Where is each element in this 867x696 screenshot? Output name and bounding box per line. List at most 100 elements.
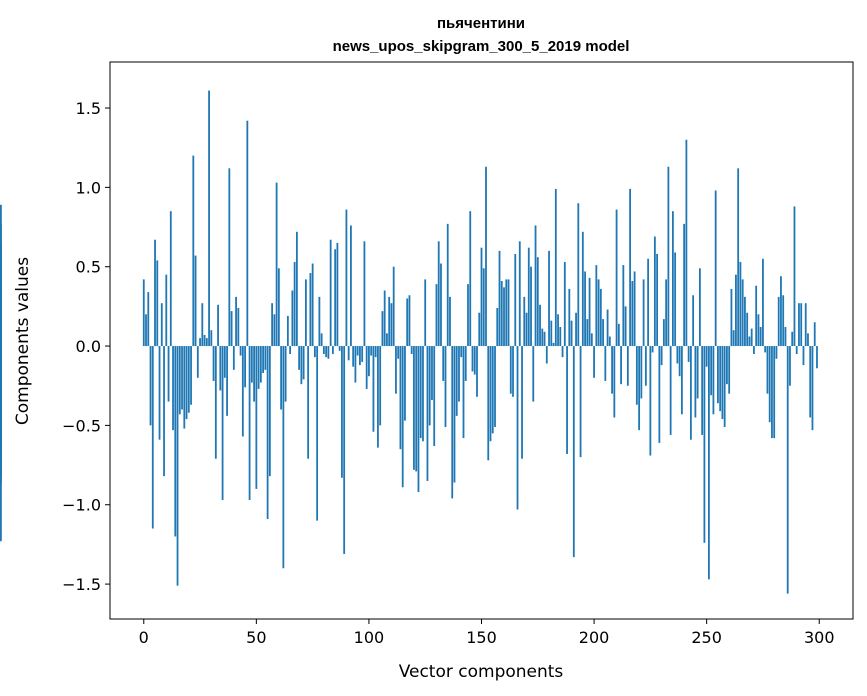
bar [739,261,742,347]
bar [311,263,314,347]
bar [190,346,192,405]
bar [0,346,2,385]
y-tick-label: 1.5 [76,99,101,118]
bar [485,166,487,347]
bar [428,346,431,426]
bar [575,312,577,347]
bar [255,346,258,489]
bar [804,303,807,347]
bar [624,306,627,347]
bar [593,346,595,378]
bar [541,328,544,347]
bar [728,346,731,394]
bar [750,328,753,347]
bar [410,346,413,354]
bar [530,266,532,347]
bar [516,346,519,510]
bar [246,120,249,347]
bar [280,346,283,410]
bar [532,346,535,402]
bar [813,322,816,347]
bar [660,346,663,366]
bar [219,346,222,391]
bar [476,346,478,397]
bar [626,346,629,386]
bar [683,223,686,347]
chart-subtitle: news_upos_skipgram_300_5_2019 model [333,38,630,55]
bar [633,271,636,347]
bar [217,304,219,347]
bar [169,211,172,347]
bar [768,346,771,423]
bar [771,346,773,439]
bar [264,346,267,370]
x-axis-label: Vector components [399,662,564,682]
bar [473,346,476,375]
bar [568,288,571,347]
bar [354,346,357,383]
bar [491,346,494,434]
bar [356,346,359,356]
bar [487,346,490,461]
bar [791,331,794,347]
bar [370,346,373,356]
bar [518,241,521,347]
bar [142,279,145,347]
bar [282,346,285,569]
bar [674,252,677,347]
bar [237,307,240,347]
bar [762,258,764,347]
bar [748,336,751,347]
bar [581,231,584,347]
bar [644,346,647,386]
bar [422,346,424,442]
bar [313,346,316,358]
bar [599,288,602,347]
bar [696,346,699,399]
bar [552,342,555,347]
bar [304,279,307,347]
bar [343,346,346,554]
bar [350,225,352,347]
bar [611,346,613,394]
bar [714,190,717,347]
bar [176,346,179,586]
bar [703,346,706,543]
bar [705,346,708,367]
bar [717,346,719,404]
bar [777,296,780,347]
bar [712,346,715,415]
y-tick-label: 1.0 [76,178,101,197]
bar [730,288,733,347]
bar [404,346,406,421]
bar [196,346,199,378]
bar [780,276,782,347]
bar [395,346,397,394]
y-tick-label: −1.0 [62,496,101,515]
bar [187,346,190,413]
bar [507,279,510,347]
bar [388,296,391,347]
bar [545,346,548,364]
bar [199,338,201,347]
bar [494,346,496,427]
bar [399,346,402,450]
bar [253,346,255,402]
bar [735,274,737,347]
bar [347,346,350,361]
bar [566,346,568,454]
bar [467,284,469,347]
y-tick-label: −0.5 [62,416,101,435]
bar [397,346,400,359]
bar [617,323,620,347]
bar [550,320,553,347]
bar [723,346,726,427]
bar [464,346,467,381]
bar [172,346,174,431]
bar [160,303,163,347]
bar [185,346,188,420]
bar [154,239,156,347]
bar [262,346,264,374]
bar [442,346,445,381]
bar [782,295,785,347]
